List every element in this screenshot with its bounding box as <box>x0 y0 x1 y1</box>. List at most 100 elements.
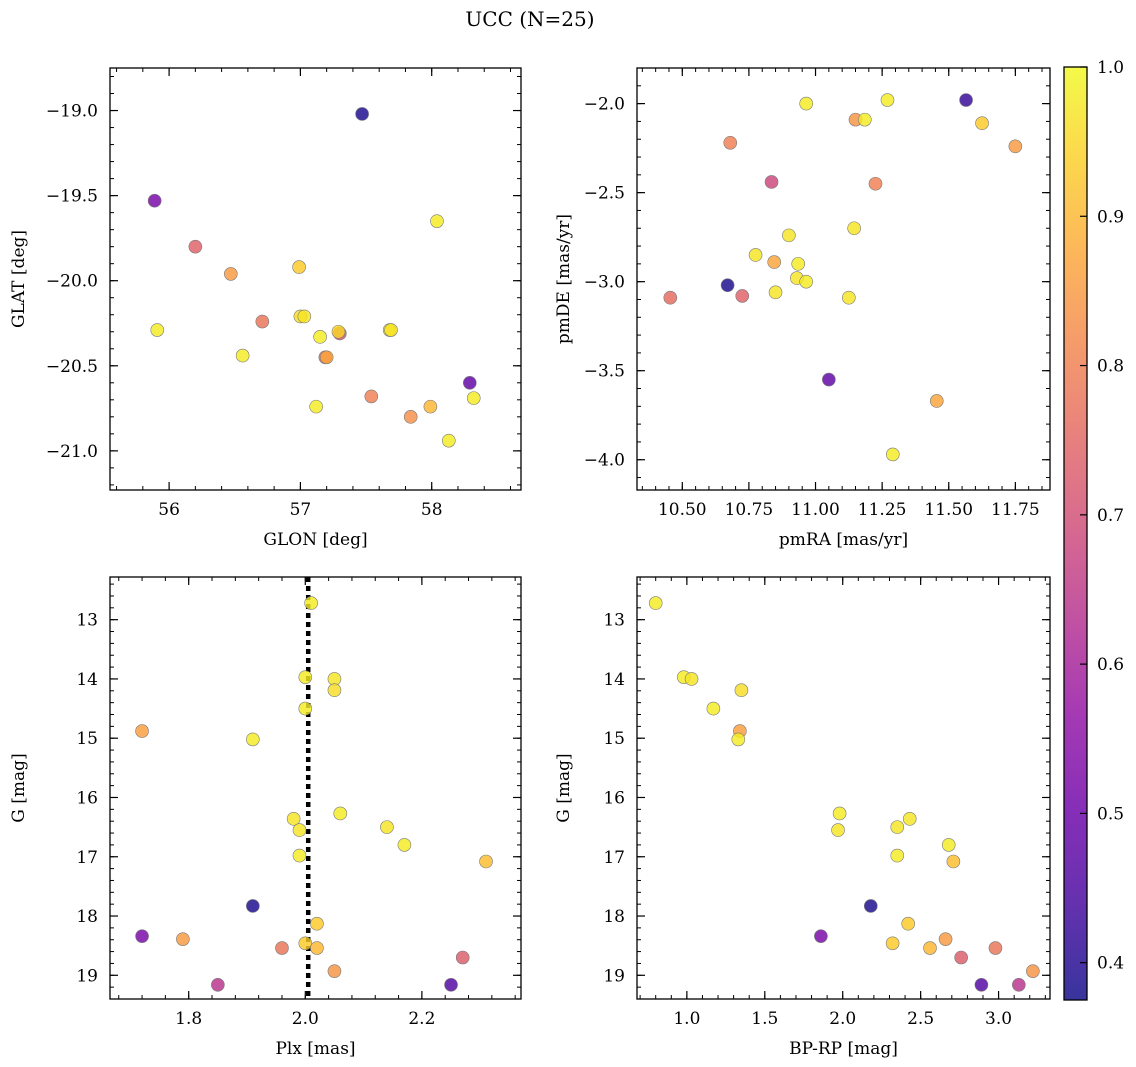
x-axis-label: Plx [mas] <box>275 1039 355 1059</box>
data-point <box>923 941 937 955</box>
x-tick-label: 11.25 <box>858 500 907 520</box>
data-point <box>479 854 493 869</box>
x-tick-label: 10.75 <box>725 500 774 520</box>
data-point <box>720 278 735 293</box>
y-tick-label: −4.0 <box>584 451 625 471</box>
data-point <box>135 724 149 738</box>
data-point <box>292 823 307 837</box>
data-point <box>135 929 149 943</box>
data-point <box>224 267 238 281</box>
data-point <box>310 916 324 931</box>
data-point <box>309 399 323 414</box>
y-tick-label: −21.0 <box>46 442 98 462</box>
data-point <box>310 941 324 955</box>
colorbar-tick-label: 1.0 <box>1097 58 1124 78</box>
data-point <box>384 323 398 337</box>
colorbar-tick-label: 0.4 <box>1097 954 1124 974</box>
colorbar-tick-label: 0.5 <box>1097 804 1124 824</box>
data-point <box>842 290 856 305</box>
data-point <box>946 854 961 869</box>
data-point <box>735 289 750 303</box>
scatter-panel-3: 1.8 2.0 2.2 13 14 15 16 17 18 19 Plx [mas] G [mag] <box>9 576 522 1059</box>
data-point <box>748 248 763 262</box>
x-tick-label: 58 <box>421 500 443 520</box>
data-point <box>734 683 749 698</box>
data-point <box>1012 977 1026 992</box>
colorbar: 0.4 0.5 0.6 0.7 0.8 0.9 1.0 <box>1063 58 1124 1001</box>
data-point <box>799 96 813 111</box>
y-axis-label: GLAT [deg] <box>9 230 29 328</box>
y-tick-label: 13 <box>603 611 625 631</box>
data-point <box>292 848 307 863</box>
data-point <box>298 670 313 684</box>
data-point <box>938 932 953 946</box>
data-point <box>211 977 225 992</box>
x-tick-label: 2.5 <box>907 1009 934 1029</box>
colorbar-tick-label: 0.7 <box>1097 506 1124 526</box>
data-point <box>814 929 828 943</box>
data-point <box>885 447 900 462</box>
data-point <box>150 323 165 337</box>
data-point <box>397 838 412 852</box>
x-axis-label: pmRA [mas/yr] <box>779 530 908 550</box>
data-point <box>444 977 458 992</box>
x-tick-label: 11.50 <box>924 500 973 520</box>
data-point <box>684 672 699 686</box>
data-point <box>880 93 895 107</box>
data-point <box>764 175 779 189</box>
data-point <box>423 399 438 414</box>
data-point <box>782 228 796 243</box>
y-tick-label: 16 <box>603 788 625 808</box>
plot-frame <box>636 576 1051 1000</box>
data-point <box>648 596 663 610</box>
y-tick-label: −20.0 <box>46 272 98 292</box>
data-point <box>822 372 836 387</box>
data-point <box>430 214 444 228</box>
data-point <box>327 683 342 698</box>
data-point <box>847 221 861 236</box>
y-tick-label: −3.5 <box>584 362 625 382</box>
data-point <box>331 324 346 339</box>
data-point <box>890 848 905 863</box>
y-tick-label: 14 <box>76 670 98 690</box>
data-point <box>441 433 456 448</box>
data-point <box>255 314 270 329</box>
data-point <box>768 285 783 300</box>
figure-title: UCC (N=25) <box>465 7 594 31</box>
x-tick-label: 1.8 <box>175 1009 202 1029</box>
colorbar-tick-label: 0.9 <box>1097 207 1124 227</box>
data-point <box>832 806 847 821</box>
x-tick-label: 1.5 <box>751 1009 778 1029</box>
data-point <box>791 257 806 271</box>
data-point <box>466 391 481 405</box>
y-tick-label: 18 <box>76 907 98 927</box>
y-axis-label: G [mag] <box>9 753 29 822</box>
x-tick-label: 3.0 <box>985 1009 1012 1029</box>
y-tick-label: 15 <box>603 729 625 749</box>
colorbar-tick-label: 0.6 <box>1097 655 1124 675</box>
data-point <box>364 389 379 404</box>
y-tick-label: 17 <box>76 848 98 868</box>
data-point <box>380 820 394 834</box>
data-point <box>1008 139 1023 154</box>
x-tick-label: 11.75 <box>991 500 1040 520</box>
x-tick-label: 2.0 <box>829 1009 856 1029</box>
scatter-panel-4: 1.0 1.5 2.0 2.5 3.0 13 14 15 16 17 18 19 BP-RP [mag]… <box>554 576 1051 1059</box>
data-point <box>298 701 313 716</box>
data-point <box>974 977 989 992</box>
data-point <box>246 732 260 747</box>
data-point <box>663 290 678 305</box>
data-point <box>327 964 342 978</box>
x-tick-label: 57 <box>290 500 312 520</box>
scatter-panel-1: 56 57 58 −19.0 −19.5 −20.0 −20.5 −21.0 GLON [deg… <box>9 67 522 550</box>
data-point <box>1026 964 1040 978</box>
y-tick-label: −3.0 <box>584 273 625 293</box>
data-point <box>246 899 260 913</box>
y-tick-label: 14 <box>603 670 625 690</box>
data-point <box>455 950 470 965</box>
y-tick-label: 15 <box>76 729 98 749</box>
data-point <box>901 916 915 931</box>
x-tick-label: 10.50 <box>658 500 707 520</box>
y-tick-label: 18 <box>603 907 625 927</box>
y-tick-label: 19 <box>603 966 625 986</box>
